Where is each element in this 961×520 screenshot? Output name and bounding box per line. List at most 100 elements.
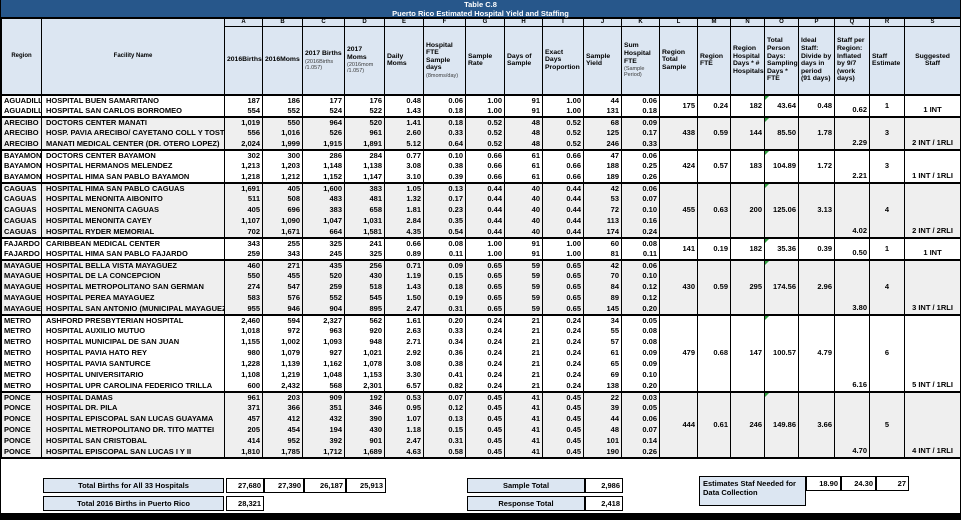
cell-fte-sample-days: 0.38: [423, 358, 466, 370]
cell-moms-2017: 520: [344, 116, 385, 128]
region-group-aguadilla: AGUADILLAHOSPITAL BUEN SAMARITANO1871861…: [1, 94, 960, 117]
cell-sample-yield: 84: [583, 281, 622, 293]
cell-region-fte: 0.57: [697, 149, 731, 183]
col-letter-P: P: [798, 18, 835, 27]
cell-total-person-days: 100.57: [764, 314, 799, 392]
cell-sample-rate: 1.00: [465, 94, 505, 106]
sample-total-label: Sample Total: [467, 478, 585, 493]
cell-sample-yield: 145: [583, 303, 622, 315]
cell-sample-rate: 0.24: [465, 380, 505, 392]
col-header-label: Hospital FTE Sample days: [426, 41, 453, 72]
col-header-label: Ideal Staff: Divide by days in period (9…: [801, 37, 832, 83]
table-row: FAJARDO CARIBBEAN MEDICAL CENTER 343 255 325…: [1, 237, 960, 260]
cell-sample-yield: 44: [583, 94, 622, 106]
cell-region: METRO: [1, 336, 42, 348]
cell-days-of-sample: 40: [504, 215, 543, 227]
cell-region: BAYAMON: [1, 149, 42, 161]
cell-facility-name: CARIBBEAN MEDICAL CENTER: [41, 237, 225, 249]
cell-births-2017: 1,048: [302, 369, 345, 381]
table-row: PONCE HOSPITAL METROPOLITANO DR. TITO MAT…: [1, 424, 961, 436]
cell-exact-days-proportion: 0.52: [542, 116, 584, 128]
cell-suggested-staff: 2 INT / 1RLI: [904, 116, 960, 150]
cell-suggested-staff: 1 INT: [904, 94, 960, 117]
cell-exact-days-proportion: 0.24: [542, 358, 584, 370]
cell-region-fte: 0.24: [697, 94, 731, 117]
cell-exact-days-proportion: 0.24: [542, 347, 584, 359]
cell-births-2017: 520: [302, 270, 345, 282]
cell-fte-sample-days: 0.36: [423, 347, 466, 359]
cell-daily-moms: 0.53: [384, 391, 424, 403]
cell-births-2016: 1,228: [224, 358, 263, 370]
col-letter-E: E: [384, 18, 424, 27]
cell-fte-sample-days: 0.15: [423, 270, 466, 282]
col-header-O: Total Person Days: Sampling Days * FTE: [764, 26, 799, 95]
cell-suggested-staff: 1 INT: [904, 237, 960, 260]
cell-facility-name: HOSPITAL MENONITA CAGUAS: [41, 204, 225, 216]
cell-moms-2016: 552: [262, 105, 303, 117]
cell-days-of-sample: 48: [504, 116, 543, 128]
total-moms-2017moms: 25,913: [346, 478, 386, 493]
col-header-F: Hospital FTE Sample days (8moms/day): [423, 26, 466, 95]
cell-sample-yield: 189: [583, 171, 622, 183]
table-row: PONCE HOSPITAL DR. PILA 371 366 351 346 0.95 0.…: [1, 402, 961, 414]
error-indicator-icon: [765, 315, 769, 320]
cell-exact-days-proportion: 0.65: [542, 303, 584, 315]
cell-staff-estimate: 4: [869, 182, 905, 238]
cell-sample-yield: 39: [583, 402, 622, 414]
cell-daily-moms: 3.08: [384, 160, 424, 172]
cell-region-fte: 0.59: [697, 116, 731, 150]
col-header-L: Region Total Sample: [659, 26, 698, 95]
table-row: FAJARDO HOSPITAL HIMA SAN PABLO FAJARDO 25…: [1, 248, 961, 260]
cell-moms-2017: 895: [344, 303, 385, 315]
col-header-label: 2017 Births: [305, 49, 342, 57]
column-letters-row: Region Facility Name A B C D E F G H I J K L M N O P Q R S: [1, 18, 960, 95]
cell-sample-rate: 0.45: [465, 402, 505, 414]
cell-facility-name: MANATI MEDICAL CENTER (DR. OTERO LOPEZ): [41, 138, 225, 150]
cell-moms-2017: 430: [344, 424, 385, 436]
cell-region-hospital-days: 200: [730, 182, 765, 238]
cell-fte-sample-days: 0.33: [423, 325, 466, 337]
cell-facility-name: HOSPITAL RYDER MEMORIAL: [41, 226, 225, 238]
cell-fte-sample-days: 0.35: [423, 215, 466, 227]
cell-facility-name: HOSPITAL PAVIA SANTURCE: [41, 358, 225, 370]
cell-exact-days-proportion: 0.52: [542, 127, 584, 139]
cell-moms-2016: 1,090: [262, 215, 303, 227]
estimates-staff-per-region-total: 24.30: [841, 476, 876, 491]
cell-births-2016: 460: [224, 259, 263, 271]
col-letter-H: H: [504, 18, 543, 27]
cell-births-2017: 1,047: [302, 215, 345, 227]
cell-region: CAGUAS: [1, 182, 42, 194]
cell-sum-hospital-fte: 0.14: [621, 435, 660, 447]
table-row: CAGUAS HOSPITAL MENONITA AIBONITO 511 508 48…: [1, 193, 961, 205]
cell-births-2016: 583: [224, 292, 263, 304]
cell-births-2016: 187: [224, 94, 263, 106]
table-row: ARECIBO MANATI MEDICAL CENTER (DR. OTERO …: [1, 138, 961, 150]
table-row: BAYAMON DOCTORS CENTER BAYAMON 302 300 286 28…: [1, 149, 960, 183]
cell-sample-yield: 68: [583, 116, 622, 128]
cell-sum-hospital-fte: 0.20: [621, 380, 660, 392]
cell-region: PONCE: [1, 435, 42, 447]
cell-fte-sample-days: 0.18: [423, 105, 466, 117]
cell-daily-moms: 5.12: [384, 138, 424, 150]
cell-moms-2016: 972: [262, 325, 303, 337]
cell-exact-days-proportion: 0.24: [542, 380, 584, 392]
cell-fte-sample-days: 0.41: [423, 369, 466, 381]
cell-exact-days-proportion: 0.24: [542, 369, 584, 381]
cell-total-person-days: 43.64: [764, 94, 799, 117]
estimates-ideal-staff-total: 18.90: [806, 476, 841, 491]
col-letter-B: B: [262, 18, 303, 27]
cell-facility-name: HOSPITAL HIMA SAN PABLO CAGUAS: [41, 182, 225, 194]
cell-moms-2016: 1,016: [262, 127, 303, 139]
cell-total-person-days: 104.89: [764, 149, 799, 183]
col-letter-F: F: [423, 18, 466, 27]
cell-births-2017: 383: [302, 204, 345, 216]
cell-exact-days-proportion: 0.52: [542, 138, 584, 150]
col-header-S: Suggested Staff: [904, 26, 960, 95]
cell-moms-2016: 343: [262, 248, 303, 260]
cell-sum-hospital-fte: 0.11: [621, 248, 660, 260]
cell-births-2017: 435: [302, 259, 345, 271]
col-header-region: Region: [1, 18, 42, 95]
cell-region-total-sample: 141: [659, 237, 698, 260]
col-header-label: Region Total Sample: [662, 48, 687, 72]
cell-days-of-sample: 91: [504, 94, 543, 106]
